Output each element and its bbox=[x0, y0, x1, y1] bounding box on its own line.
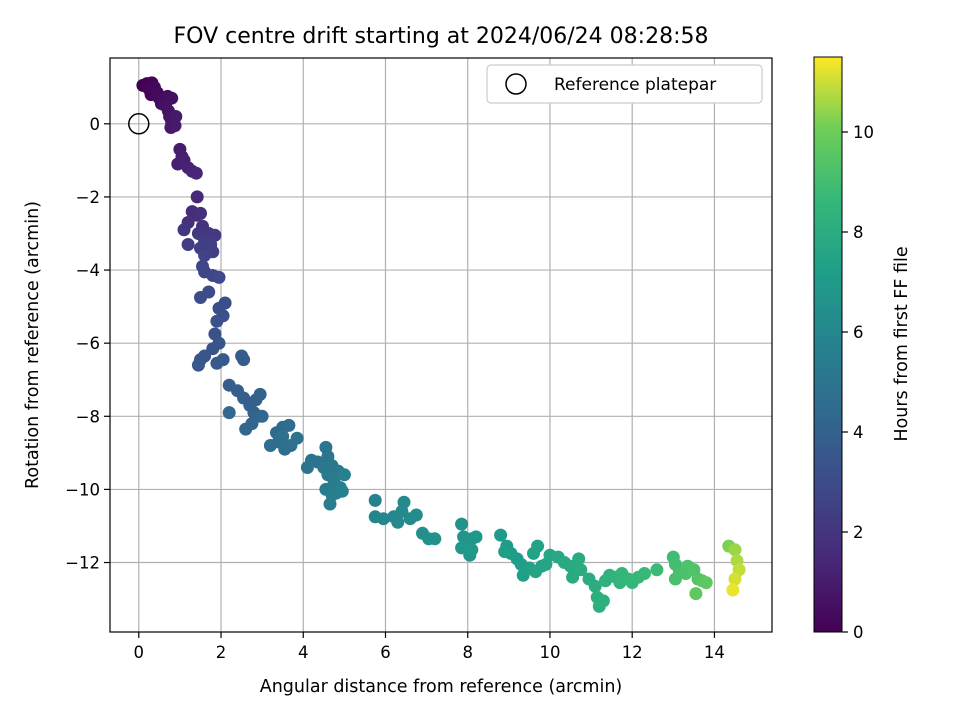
data-point bbox=[455, 541, 469, 555]
colorbar-tick-label: 0 bbox=[853, 623, 864, 642]
data-point bbox=[263, 439, 277, 452]
data-point bbox=[531, 539, 545, 553]
x-tick-label: 8 bbox=[462, 643, 473, 662]
data-point bbox=[216, 353, 230, 367]
data-point bbox=[290, 431, 304, 445]
y-axis-label: Rotation from reference (arcmin) bbox=[23, 201, 43, 489]
data-point bbox=[189, 166, 203, 180]
data-point bbox=[494, 528, 508, 542]
legend-box bbox=[486, 64, 763, 104]
colorbar-label: Hours from first FF file bbox=[892, 246, 912, 441]
data-point bbox=[572, 552, 586, 566]
data-point bbox=[728, 543, 742, 557]
data-point bbox=[650, 563, 664, 577]
x-tick-label: 2 bbox=[216, 643, 227, 662]
data-point bbox=[469, 530, 483, 544]
legend-marker-reference bbox=[505, 73, 527, 95]
reference-layer bbox=[128, 113, 150, 135]
x-tick-label: 12 bbox=[622, 643, 643, 662]
data-points bbox=[136, 76, 746, 613]
x-tick-label: 6 bbox=[380, 643, 391, 662]
data-point bbox=[376, 512, 390, 526]
data-point bbox=[194, 291, 207, 304]
data-point bbox=[668, 572, 682, 586]
colorbar bbox=[813, 56, 843, 633]
y-tick-label: −12 bbox=[65, 554, 100, 573]
data-point bbox=[726, 583, 740, 597]
colorbar-tick-label: 2 bbox=[853, 523, 864, 542]
data-point bbox=[198, 248, 212, 262]
y-axis-ticks: 0 −2 −4 −6 −8 −10 −12 bbox=[65, 115, 110, 573]
x-tick-label: 10 bbox=[539, 643, 560, 662]
data-point bbox=[409, 508, 423, 522]
data-point bbox=[212, 270, 226, 284]
data-point bbox=[190, 190, 204, 204]
data-point bbox=[237, 353, 251, 367]
plot-frame bbox=[109, 57, 773, 633]
y-tick-label: 0 bbox=[90, 115, 101, 134]
y-tick-label: −2 bbox=[76, 188, 100, 207]
data-point bbox=[455, 517, 469, 531]
x-tick-label: 0 bbox=[134, 643, 145, 662]
data-point bbox=[689, 587, 703, 601]
data-point bbox=[168, 119, 182, 133]
data-point bbox=[428, 532, 442, 546]
data-point bbox=[699, 576, 713, 590]
data-point bbox=[368, 493, 382, 507]
colorbar-ticks: 0 2 4 6 8 10 bbox=[842, 123, 874, 642]
colorbar-tick-label: 10 bbox=[853, 123, 874, 142]
data-point bbox=[335, 484, 349, 498]
data-point bbox=[222, 406, 236, 420]
data-point bbox=[588, 579, 602, 593]
data-point bbox=[194, 206, 207, 220]
y-tick-label: −8 bbox=[76, 407, 100, 426]
y-tick-label: −10 bbox=[65, 480, 100, 499]
data-point bbox=[276, 429, 290, 443]
colorbar-tick-label: 6 bbox=[853, 323, 864, 342]
grid-lines bbox=[110, 58, 772, 632]
data-point bbox=[337, 468, 351, 482]
x-axis-label: Angular distance from reference (arcmin) bbox=[260, 677, 623, 697]
x-axis-ticks: 0 2 4 6 8 10 12 14 bbox=[134, 632, 725, 662]
colorbar-tick-label: 8 bbox=[853, 223, 864, 242]
data-point bbox=[253, 387, 267, 401]
data-point bbox=[596, 594, 610, 608]
data-point bbox=[498, 545, 512, 559]
data-point bbox=[255, 409, 269, 423]
data-point bbox=[191, 358, 205, 372]
legend: Reference platepar bbox=[486, 64, 763, 104]
data-point bbox=[391, 515, 405, 529]
legend-label-reference: Reference platepar bbox=[554, 75, 716, 95]
y-tick-label: −4 bbox=[76, 261, 100, 280]
data-point bbox=[323, 497, 337, 511]
data-point bbox=[210, 314, 224, 328]
y-tick-label: −6 bbox=[76, 334, 100, 353]
colorbar-tick-label: 4 bbox=[853, 423, 864, 442]
chart-title: FOV centre drift starting at 2024/06/24 … bbox=[174, 24, 709, 49]
x-tick-label: 14 bbox=[704, 643, 725, 662]
reference-platepar-marker bbox=[128, 113, 150, 135]
data-point bbox=[181, 238, 195, 251]
data-point bbox=[397, 495, 411, 509]
data-point bbox=[177, 223, 191, 237]
data-point bbox=[239, 422, 253, 436]
data-point bbox=[638, 567, 651, 580]
data-point bbox=[529, 565, 543, 579]
data-point bbox=[728, 572, 742, 586]
x-tick-label: 4 bbox=[298, 643, 309, 662]
data-point bbox=[574, 563, 588, 577]
data-point bbox=[465, 543, 479, 557]
data-point bbox=[282, 418, 296, 432]
